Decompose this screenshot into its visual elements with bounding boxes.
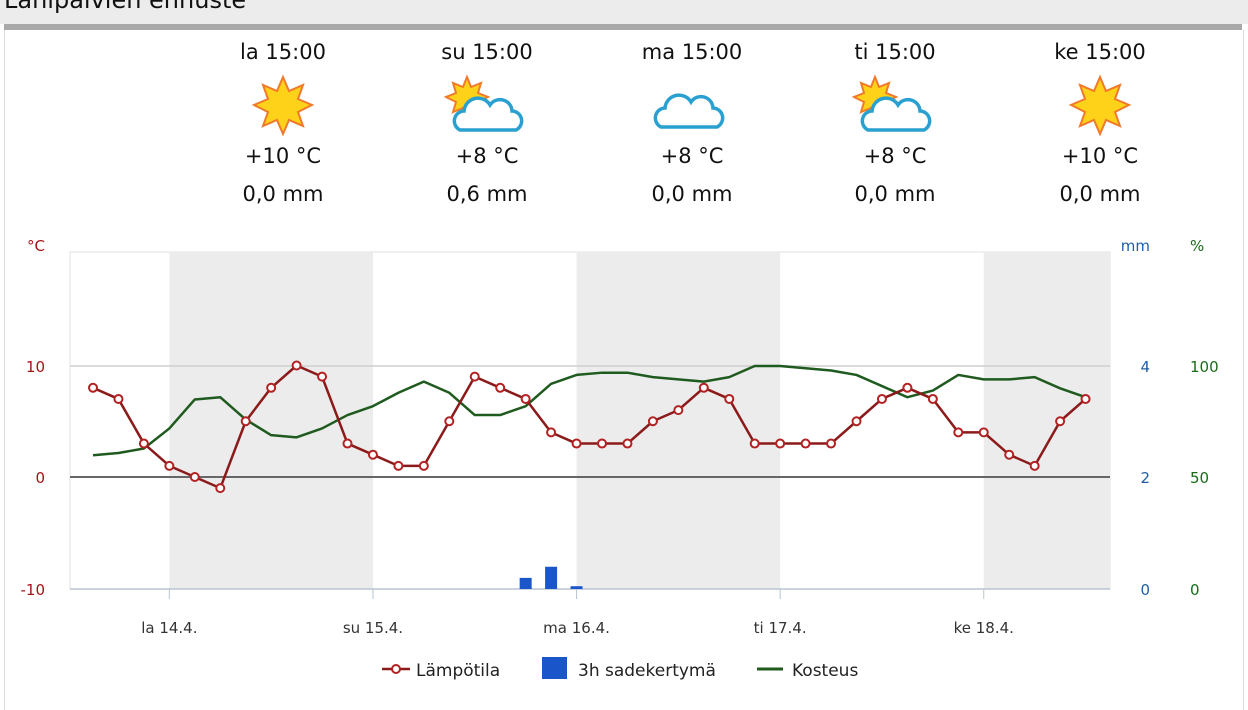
header-divider [4,24,1242,30]
forecast-precipitation: 0,6 mm [446,182,528,206]
forecast-time: ti 15:00 [854,40,936,64]
temperature-point [571,438,582,449]
sun-cloud-icon [407,72,567,142]
day-band [576,252,781,589]
temperature-point [1029,460,1040,471]
forecast-precipitation: 0,0 mm [1059,182,1141,206]
forecast-time: ma 15:00 [641,40,743,64]
forecast-time: su 15:00 [441,40,533,64]
legend-rain-symbol [542,657,567,679]
legend-temperature-marker [391,664,401,674]
temperature-point [927,393,938,404]
temperature-point [469,371,480,382]
forecast-temperature: +8 °C [660,144,724,168]
temperature-point [622,438,633,449]
x-tick-label: ke 18.4. [954,619,1014,637]
temperature-point [138,438,149,449]
temperature-line [92,364,1087,490]
temperature-point [749,438,760,449]
temperature-point [876,393,887,404]
temperature-point [367,449,378,460]
temperature-point [1055,416,1066,427]
temperature-point [647,416,658,427]
temperature-point [520,393,531,404]
temperature-point [215,483,226,494]
forecast-day: ma 15:00 +8 °C 0,0 mm [612,40,772,206]
temperature-point [724,393,735,404]
forecast-temperature: +10 °C [244,144,322,168]
day-band [983,252,1110,589]
forecast-day: su 15:00 +8 °C 0,6 mm [407,40,567,206]
forecast-day: ti 15:00 +8 °C 0,0 mm [815,40,975,206]
temperature-point [1004,449,1015,460]
y-tick-label: -10 [21,581,46,599]
temperature-point [266,382,277,393]
temperature-point [291,360,302,371]
sun-icon [203,72,363,142]
forecast-time: la 15:00 [240,40,326,64]
temperature-point [698,382,709,393]
temperature-point [189,472,200,482]
sun-icon [1020,72,1180,142]
y-tick-label: 50 [1190,469,1209,487]
y-tick-label: 100 [1190,358,1219,376]
temperature-point [418,460,429,471]
forecast-temperature: +10 °C [1061,144,1139,168]
y-tick-label: 2 [1140,469,1150,487]
forecast-temperature: +8 °C [863,144,927,168]
temperature-point [902,382,913,393]
temperature-point [240,416,251,427]
axis-unit-label: °C [27,237,45,255]
legend-rain-label: 3h sadekertymä [578,661,716,681]
x-tick-label: ti 17.4. [754,619,807,637]
temperature-point [851,416,862,427]
y-tick-label: 0 [1190,581,1200,599]
forecast-precipitation: 0,0 mm [854,182,936,206]
temperature-point [826,438,837,449]
forecast-day: ke 15:00 +10 °C 0,0 mm [1020,40,1180,206]
temperature-point [88,382,98,393]
temperature-point [342,438,353,449]
y-tick-label: 4 [1140,358,1150,376]
forecast-time: ke 15:00 [1054,40,1146,64]
temperature-point [495,382,506,393]
forecast-day: la 15:00 +10 °C 0,0 mm [203,40,363,206]
forecast-precipitation: 0,0 mm [242,182,324,206]
x-tick-label: su 15.4. [343,619,403,637]
temperature-point [317,371,328,382]
temperature-point [775,438,786,449]
axis-unit-label: % [1190,237,1204,255]
forecast-panel [4,30,1244,710]
temperature-point [546,427,557,438]
temperature-point [113,393,124,404]
rain-bar [519,577,532,589]
y-tick-label: 0 [35,469,45,487]
axis-unit-label: mm [1121,237,1150,255]
legend-humidity-label: Kosteus [792,661,858,681]
cloud-icon [612,72,772,142]
temperature-point [953,427,964,438]
temperature-point [673,405,684,416]
y-tick-label: 0 [1140,581,1150,599]
page-title: Lähipäivien ennuste [4,0,247,14]
temperature-point [1080,393,1091,404]
legend-temperature-label: Lämpötila [416,661,500,681]
temperature-point [444,416,455,427]
rain-bar [570,586,583,589]
sun-cloud-icon [815,72,975,142]
y-tick-label: 10 [26,358,45,376]
temperature-point [393,460,404,471]
temperature-point [164,460,175,471]
forecast-precipitation: 0,0 mm [651,182,733,206]
temperature-point [800,438,811,449]
x-tick-label: la 14.4. [141,619,197,637]
temperature-point [978,427,989,438]
forecast-temperature: +8 °C [455,144,519,168]
rain-bar [545,566,558,589]
x-tick-label: ma 16.4. [543,619,610,637]
day-band [169,252,373,589]
temperature-point [597,438,607,449]
